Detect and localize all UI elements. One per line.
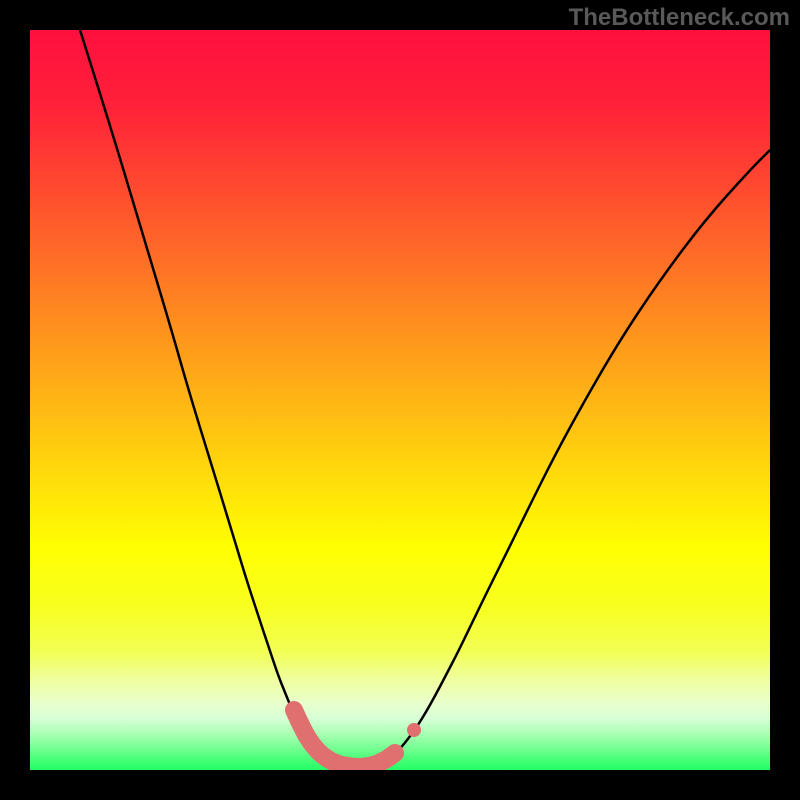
data-point-marker xyxy=(407,723,421,737)
chart-container: TheBottleneck.com xyxy=(0,0,800,800)
plot-area xyxy=(30,30,770,770)
gradient-background xyxy=(30,30,770,770)
watermark-text: TheBottleneck.com xyxy=(569,4,790,32)
plot-svg xyxy=(30,30,770,770)
